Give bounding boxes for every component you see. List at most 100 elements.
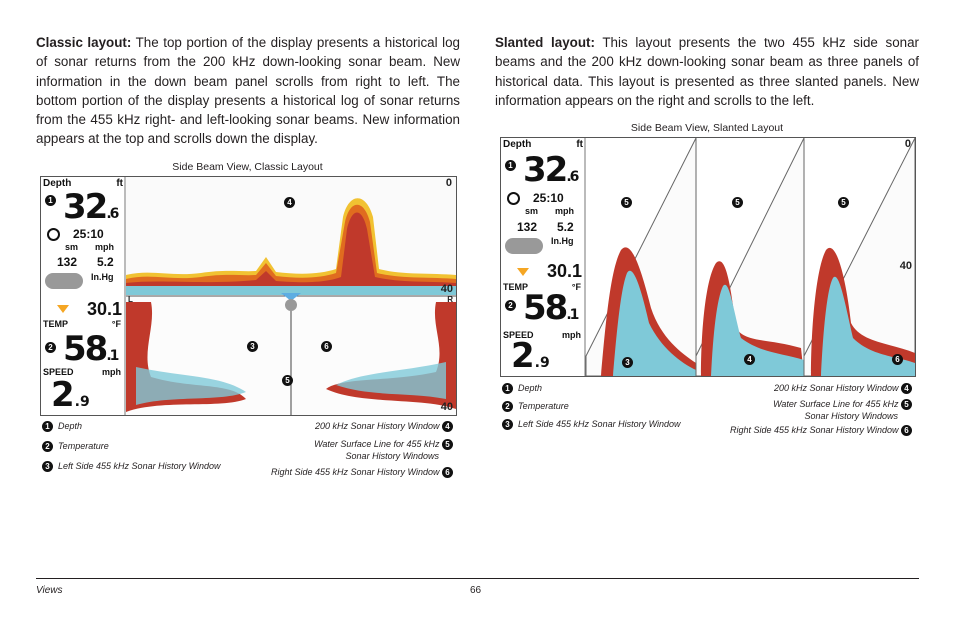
pressure-value: 30.1 <box>87 299 123 319</box>
scale-mid: 40 <box>899 260 912 272</box>
callout-4: 4 <box>284 197 295 208</box>
slanted-layout-lead: Slanted layout: <box>495 35 595 50</box>
temp-unit: °F <box>571 282 581 292</box>
scale-bottom: 40 <box>440 401 453 413</box>
depth-label: Depth <box>43 178 72 189</box>
legend-right-side: Right Side 455 kHz Sonar History Window <box>270 467 440 478</box>
slanted-layout-text: This layout presents the two 455 kHz sid… <box>495 35 920 108</box>
callout-3: 3 <box>622 357 633 368</box>
legend-temperature: Temperature <box>518 401 569 412</box>
right-marker: R <box>447 295 453 304</box>
callout-5a: 5 <box>621 197 632 208</box>
legend-200khz: 200 kHz Sonar History Window <box>315 421 440 431</box>
classic-layout-lead: Classic layout: <box>36 35 132 50</box>
weather-icon <box>45 273 83 289</box>
footer-rule <box>36 578 919 579</box>
temp-decimal: .1 <box>566 307 579 323</box>
legend-temperature: Temperature <box>58 441 109 452</box>
depth-decimal: .6 <box>106 206 119 222</box>
speed-label: SPEED <box>503 330 534 340</box>
legend-depth: Depth <box>58 421 83 431</box>
clock-icon <box>507 192 520 205</box>
depth-value: 32 <box>63 187 108 227</box>
slanted-screen: Depth ft 1 32.6 25:10 sm mph 132 5.2 In.… <box>500 137 916 377</box>
left-marker: L <box>128 295 133 304</box>
classic-readouts: Depth ft 1 32.6 25:10 sm mph 132 5.2 In.… <box>43 177 123 415</box>
depth-unit: ft <box>576 139 583 150</box>
callout-5: 5 <box>282 375 293 386</box>
slanted-legend-right: 200 kHz Sonar History Window 4 Water Sur… <box>710 382 912 437</box>
legend-water-surface: Water Surface Line for 455 kHz <box>314 439 440 450</box>
legend-left-side: Left Side 455 kHz Sonar History Window <box>518 419 681 430</box>
classic-legend-right: 200 kHz Sonar History Window 4 Water Sur… <box>250 420 453 479</box>
speed-small-value: 5.2 <box>97 255 114 269</box>
depth-value: 32 <box>523 150 568 190</box>
legend-water-surface-2: Sonar History Windows <box>345 451 439 462</box>
legend-water-surface: Water Surface Line for 455 kHz <box>773 399 899 410</box>
classic-layout-paragraph: Classic layout: The top portion of the d… <box>36 33 460 149</box>
distance-value: 132 <box>57 255 78 269</box>
legend-water-surface-2: Sonar History Windows <box>804 411 898 422</box>
speed-decimal: .9 <box>74 394 90 410</box>
sm-label: sm <box>65 242 79 252</box>
scale-top: 0 <box>904 138 911 150</box>
classic-caption: Side Beam View, Classic Layout <box>172 161 323 173</box>
speed-decimal: .9 <box>534 355 550 371</box>
weather-icon <box>505 238 543 254</box>
classic-sonar-svg <box>41 177 456 415</box>
callout-1: 1 <box>45 195 56 206</box>
speed-small-value: 5.2 <box>557 220 574 234</box>
legend-right-side: Right Side 455 kHz Sonar History Window <box>729 425 899 436</box>
callout-6: 6 <box>892 354 903 365</box>
clock-icon <box>47 228 60 241</box>
callout-4: 4 <box>744 354 755 365</box>
temp-value: 58 <box>523 288 568 328</box>
scale-top: 0 <box>445 177 452 189</box>
temp-value: 58 <box>63 329 108 369</box>
sm-label: sm <box>525 206 539 216</box>
callout-6: 6 <box>321 341 332 352</box>
depth-decimal: .6 <box>566 169 579 185</box>
slanted-layout-paragraph: Slanted layout: This layout presents the… <box>495 33 919 110</box>
slanted-legend-left: 1 Depth 2 Temperature 3 Left Side 455 kH… <box>502 382 702 431</box>
temp-decimal: .1 <box>106 348 119 364</box>
footer-section: Views <box>36 585 63 596</box>
mph-label: mph <box>555 206 574 216</box>
temp-label: TEMP <box>503 282 529 292</box>
temp-label: TEMP <box>43 319 69 329</box>
pressure-arrow-icon <box>517 268 529 276</box>
speed-unit: mph <box>562 330 581 340</box>
legend-200khz: 200 kHz Sonar History Window <box>774 383 899 393</box>
callout-3: 3 <box>247 341 258 352</box>
slanted-sonar-svg <box>584 138 915 376</box>
classic-layout-text: The top portion of the display presents … <box>36 35 460 147</box>
callout-5c: 5 <box>838 197 849 208</box>
mph-label: mph <box>95 242 114 252</box>
pressure-value: 30.1 <box>547 261 583 281</box>
callout-2: 2 <box>505 300 516 311</box>
time-value: 25:10 <box>533 191 564 205</box>
temp-unit: °F <box>111 319 121 329</box>
speed-value: 2 <box>511 336 535 376</box>
legend-depth: Depth <box>518 383 543 393</box>
callout-1: 1 <box>505 160 516 171</box>
pressure-arrow-icon <box>57 305 69 313</box>
classic-screen: Depth ft 1 32.6 25:10 sm mph 132 5.2 In.… <box>40 176 457 416</box>
footer-page-number: 66 <box>470 585 482 596</box>
speed-value: 2 <box>51 375 75 415</box>
callout-5b: 5 <box>732 197 743 208</box>
slanted-readouts: Depth ft 1 32.6 25:10 sm mph 132 5.2 In.… <box>503 138 583 376</box>
classic-legend-left: 1 Depth 2 Temperature 3 Left Side 455 kH… <box>42 420 242 473</box>
depth-label: Depth <box>503 139 532 150</box>
legend-left-side: Left Side 455 kHz Sonar History Window <box>58 461 221 472</box>
distance-value: 132 <box>517 220 538 234</box>
time-value: 25:10 <box>73 227 104 241</box>
pressure-unit: In.Hg <box>551 236 574 246</box>
scale-mid: 40 <box>440 283 453 295</box>
slanted-caption: Side Beam View, Slanted Layout <box>630 122 784 134</box>
speed-label: SPEED <box>43 367 74 377</box>
callout-2: 2 <box>45 342 56 353</box>
pressure-unit: In.Hg <box>91 272 114 282</box>
depth-unit: ft <box>116 178 123 189</box>
speed-unit: mph <box>102 367 121 377</box>
